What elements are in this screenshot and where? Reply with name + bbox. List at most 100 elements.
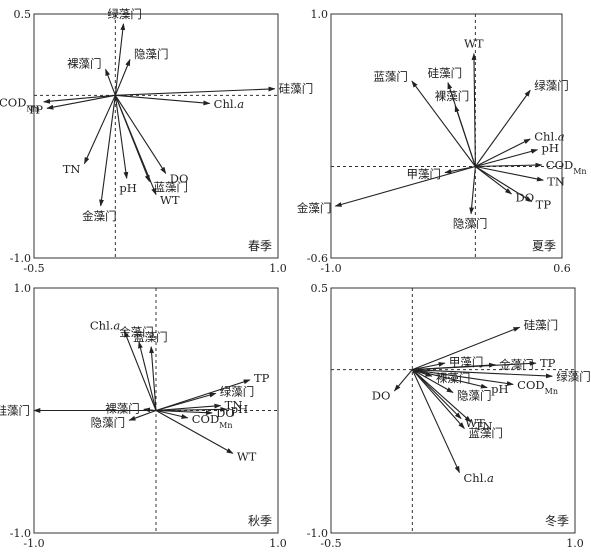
y-tick-label: -1.0 xyxy=(10,527,31,540)
vector-label: Chl.a xyxy=(464,471,495,485)
vector-arrow xyxy=(411,369,465,429)
vector-label: WT xyxy=(464,37,484,51)
vector-arrow xyxy=(115,86,276,96)
vector-arrow xyxy=(475,166,533,203)
vector-arrow xyxy=(155,379,251,412)
vector-label: 蓝藻门 xyxy=(153,180,188,194)
vector-label: 硅藻门 xyxy=(279,82,314,96)
vector-arrow xyxy=(411,369,462,420)
vector-arrow xyxy=(412,361,446,371)
vector-arrow xyxy=(155,403,222,412)
vector-label: 裸藻门 xyxy=(105,402,140,416)
vector-arrow xyxy=(412,326,521,371)
vector-arrow xyxy=(411,369,461,474)
vector-label: 硅藻门 xyxy=(428,66,463,80)
vector-arrow xyxy=(155,410,234,454)
vector-label: 隐藻门 xyxy=(457,388,492,402)
vector-label: WT xyxy=(160,193,180,207)
vector-arrow xyxy=(43,94,116,104)
vector-arrow xyxy=(155,409,213,416)
vector-label: pH xyxy=(491,382,508,396)
vector-arrow xyxy=(83,95,116,165)
vector-label: CODMn xyxy=(546,158,587,176)
vector-arrow xyxy=(412,369,433,377)
vector-arrow xyxy=(155,406,228,412)
vector-label: Chl.a xyxy=(534,129,565,143)
vector-label: 硅藻门 xyxy=(0,404,30,418)
y-tick-label: 1.0 xyxy=(311,8,329,21)
vector-arrow xyxy=(149,346,157,411)
vector-arrow xyxy=(474,89,531,167)
panel-frame xyxy=(33,13,279,259)
vector-arrow xyxy=(114,95,129,179)
vector-label: TP xyxy=(536,198,552,212)
vector-label: 裸藻门 xyxy=(436,371,471,385)
vector-arrow xyxy=(138,341,157,411)
y-tick-label: -1.0 xyxy=(10,252,31,265)
vector-label: WT xyxy=(237,449,257,463)
vector-label: 绿藻门 xyxy=(556,369,591,383)
vector-label: TN xyxy=(225,398,243,412)
season-label: 夏季 xyxy=(532,239,556,253)
vector-arrow xyxy=(114,95,157,196)
vector-arrow xyxy=(114,58,131,96)
vector-label: Chl.a xyxy=(214,97,245,111)
y-tick-label: -1.0 xyxy=(307,527,328,540)
vector-label: TP xyxy=(28,102,44,116)
vector-arrow xyxy=(475,162,543,168)
vector-label: TP xyxy=(540,356,556,370)
vector-label: 硅藻门 xyxy=(524,318,559,332)
vector-label: pH xyxy=(119,181,136,195)
vector-label: pH xyxy=(231,402,248,416)
y-tick-label: 0.5 xyxy=(311,282,329,295)
season-label: 冬季 xyxy=(545,513,569,528)
vector-label: DO xyxy=(372,388,391,402)
vector-arrow xyxy=(469,166,476,215)
vector-label: Chl.a xyxy=(90,318,121,332)
x-tick-label: -0.5 xyxy=(23,262,44,275)
y-tick-label: 0.5 xyxy=(14,8,32,21)
x-tick-label: 0.6 xyxy=(553,262,571,275)
vector-arrow xyxy=(115,94,211,106)
vector-arrow xyxy=(412,361,537,371)
vector-label: CODMn xyxy=(192,412,233,430)
vector-arrow xyxy=(393,369,413,392)
vector-label: 金藻门 xyxy=(297,201,332,215)
vector-arrow xyxy=(123,330,157,411)
vector-arrow xyxy=(475,165,544,182)
vector-label: DO xyxy=(170,171,189,185)
vector-arrow xyxy=(114,23,126,96)
vector-label: TN xyxy=(63,162,81,176)
vector-arrow xyxy=(412,369,454,394)
x-tick-label: -0.5 xyxy=(320,537,341,550)
vector-arrow xyxy=(46,94,116,110)
season-label: 春季 xyxy=(248,239,272,253)
vector-label: TN xyxy=(547,174,565,188)
vector-arrow xyxy=(411,369,472,423)
vector-arrow xyxy=(155,409,189,419)
vector-label: DO xyxy=(515,191,534,205)
vector-arrow xyxy=(99,95,116,207)
x-tick-label: 1.0 xyxy=(269,262,287,275)
vector-label: 隐藻门 xyxy=(91,415,126,429)
vector-arrow xyxy=(412,369,553,379)
panel-frame xyxy=(330,287,576,534)
vector-label: 甲藻门 xyxy=(407,167,442,181)
x-tick-label: -1.0 xyxy=(23,537,44,550)
vector-label: 隐藻门 xyxy=(134,47,169,61)
vector-arrow xyxy=(475,138,531,167)
vector-arrow xyxy=(334,165,476,207)
vector-arrow xyxy=(471,52,477,167)
panel-frame xyxy=(330,13,563,259)
vector-label: 裸藻门 xyxy=(67,57,102,71)
vector-label: 裸藻门 xyxy=(435,89,470,103)
vector-label: 金藻门 xyxy=(82,209,117,223)
vector-arrow xyxy=(128,409,157,421)
vector-arrow xyxy=(114,95,167,175)
vector-arrow xyxy=(412,369,488,389)
